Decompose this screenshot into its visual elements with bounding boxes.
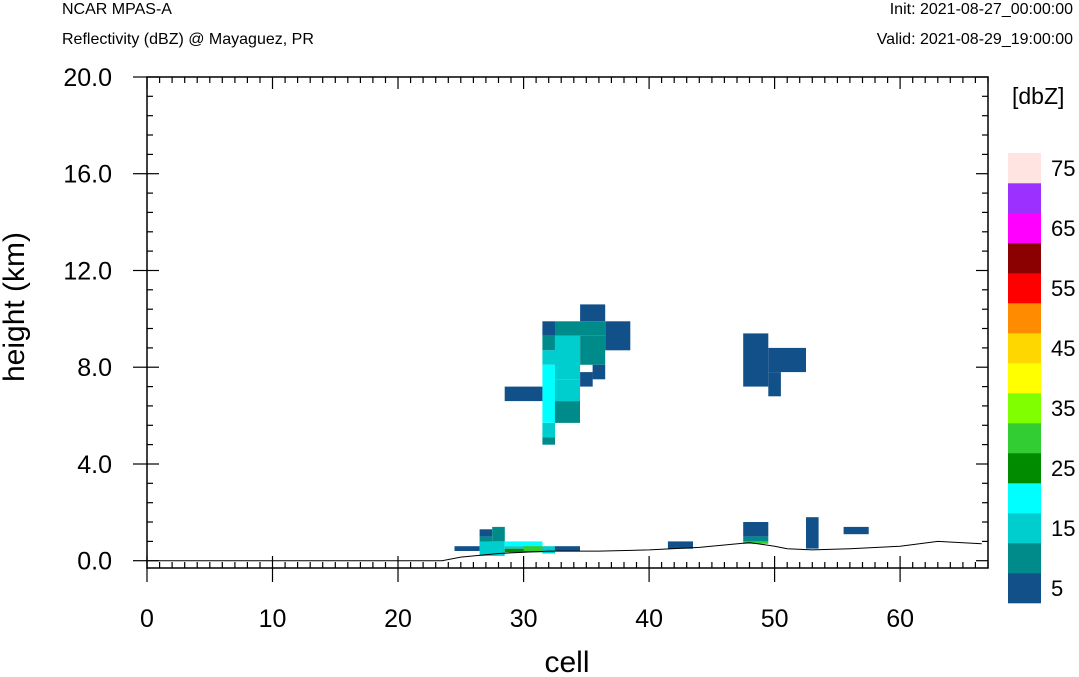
colorbar-swatch <box>1008 333 1041 364</box>
reflectivity-cell <box>504 541 543 547</box>
terrain-outline <box>147 540 982 562</box>
reflectivity-cell <box>580 335 606 365</box>
colorbar-label: 55 <box>1051 276 1075 301</box>
x-tick-label: 30 <box>510 605 538 633</box>
colorbar-swatch <box>1008 273 1041 304</box>
y-axis-label: height (km) <box>0 232 31 382</box>
reflectivity-cell <box>554 379 580 402</box>
reflectivity-cell <box>542 321 555 336</box>
colorbar-swatch <box>1008 483 1041 514</box>
reflectivity-cell <box>743 536 769 542</box>
reflectivity-cell <box>554 546 580 551</box>
reflectivity-cell <box>479 529 493 537</box>
reflectivity-cell <box>667 541 693 549</box>
y-tick-label: 12.0 <box>63 258 112 286</box>
reflectivity-cell <box>542 350 555 365</box>
colorbar-swatch <box>1008 573 1041 604</box>
reflectivity-cell <box>542 422 555 438</box>
colorbar-label: 25 <box>1051 456 1075 481</box>
colorbar-label: 15 <box>1051 516 1075 541</box>
reflectivity-cell <box>542 364 555 423</box>
colorbar-label: 45 <box>1051 336 1075 361</box>
reflectivity-cell <box>768 372 781 397</box>
reflectivity-cell <box>504 548 543 553</box>
reflectivity-cells <box>454 304 869 556</box>
reflectivity-cell <box>592 364 606 380</box>
terrain-line <box>147 540 982 562</box>
x-tick-label: 60 <box>886 605 914 633</box>
plot-frame <box>146 76 989 569</box>
reflectivity-cell <box>605 321 631 351</box>
reflectivity-cell <box>542 437 555 445</box>
colorbar-swatch <box>1008 543 1041 574</box>
x-tick-label: 20 <box>384 605 412 633</box>
reflectivity-cell <box>743 333 769 387</box>
reflectivity-cell <box>454 546 480 551</box>
reflectivity-cell <box>504 386 543 402</box>
colorbar-swatch <box>1008 363 1041 394</box>
reflectivity-cell <box>523 546 543 551</box>
reflectivity-cell <box>542 335 555 351</box>
reflectivity-cell <box>492 526 505 542</box>
reflectivity-cell <box>768 347 806 373</box>
y-tick-label: 4.0 <box>77 451 112 479</box>
reflectivity-cell <box>554 335 580 380</box>
reflectivity-cell <box>580 304 606 322</box>
colorbar-swatch <box>1008 213 1041 244</box>
axis-ticks <box>133 76 989 582</box>
colorbar <box>1008 153 1041 604</box>
colorbar-swatch <box>1008 453 1041 484</box>
x-tick-label: 10 <box>259 605 287 633</box>
colorbar-swatch <box>1008 513 1041 544</box>
reflectivity-cell <box>843 526 869 535</box>
colorbar-swatch <box>1008 153 1041 184</box>
y-tick-label: 0.0 <box>77 548 112 576</box>
y-tick-labels: 0.0 4.0 8.0 12.0 16.0 20.0 <box>63 64 112 576</box>
colorbar-label: 5 <box>1051 576 1063 601</box>
init-time: Init: 2021-08-27_00:00:00 <box>889 1 1073 18</box>
colorbar-label: 35 <box>1051 396 1075 421</box>
reflectivity-cell <box>554 321 606 336</box>
y-tick-label: 20.0 <box>63 64 112 92</box>
x-axis-label: cell <box>544 646 589 677</box>
reflectivity-cell <box>542 546 555 554</box>
x-tick-label: 50 <box>761 605 789 633</box>
colorbar-unit-label: [dbZ] <box>1012 83 1064 109</box>
colorbar-labels: 5 15 25 35 45 55 65 75 <box>1051 156 1075 601</box>
reflectivity-cell <box>806 517 819 549</box>
reflectivity-cell <box>554 401 580 423</box>
plot-title: Reflectivity (dBZ) @ Mayaguez, PR <box>62 31 314 48</box>
x-tick-labels: 0 10 20 30 40 50 60 <box>140 605 914 633</box>
y-tick-label: 8.0 <box>77 354 112 382</box>
colorbar-swatch <box>1008 183 1041 214</box>
reflectivity-cell <box>580 372 593 387</box>
reflectivity-cell <box>479 541 505 556</box>
x-tick-label: 40 <box>635 605 663 633</box>
colorbar-swatch <box>1008 303 1041 334</box>
reflectivity-cell <box>743 541 769 544</box>
colorbar-swatch <box>1008 393 1041 424</box>
y-tick-label: 16.0 <box>63 161 112 189</box>
reflectivity-cell <box>743 522 769 537</box>
model-name: NCAR MPAS-A <box>62 1 172 18</box>
colorbar-label: 65 <box>1051 216 1075 241</box>
valid-time: Valid: 2021-08-29_19:00:00 <box>876 31 1073 48</box>
colorbar-label: 75 <box>1051 156 1075 181</box>
reflectivity-cell <box>504 546 543 549</box>
x-tick-label: 0 <box>140 605 154 633</box>
colorbar-swatch <box>1008 423 1041 454</box>
colorbar-swatch <box>1008 243 1041 274</box>
